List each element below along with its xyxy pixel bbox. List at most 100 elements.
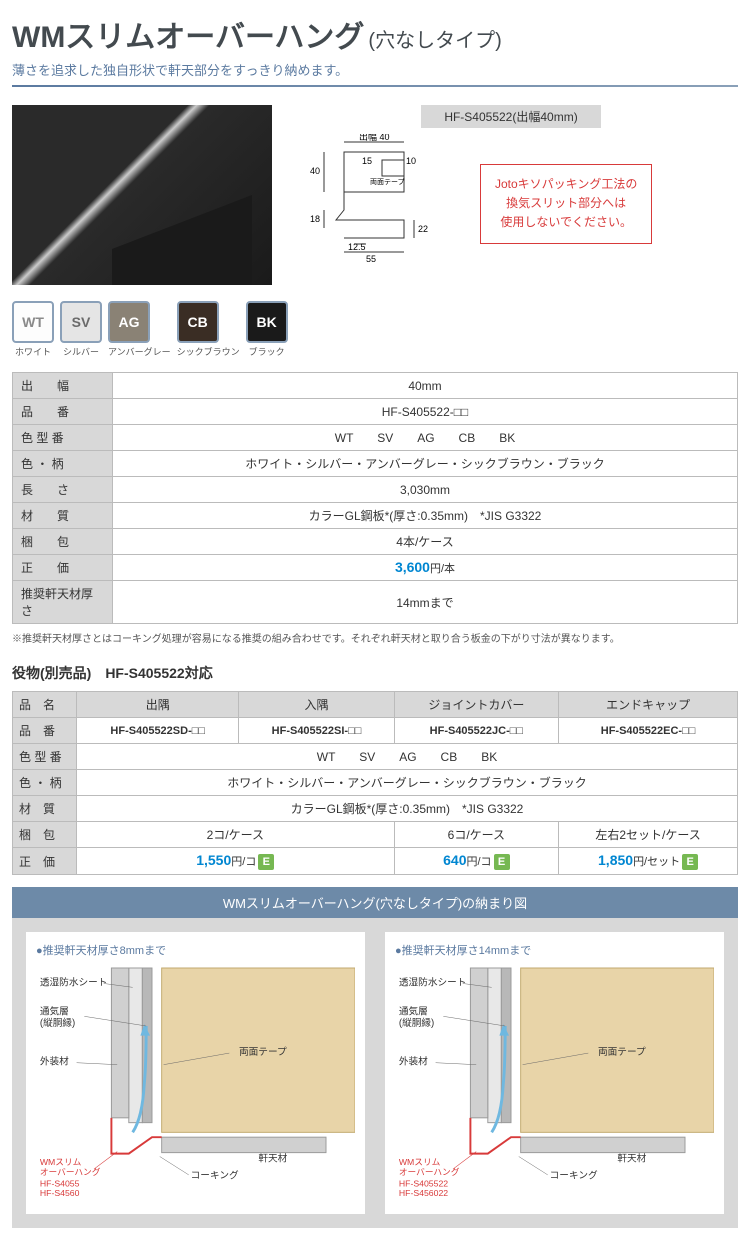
svg-text:15: 15 xyxy=(362,156,372,166)
color-swatches: WT ホワイト SV シルバー AG アンバーグレー CB シックブラウン BKブラック xyxy=(12,301,738,358)
spec-value: 40mm xyxy=(113,373,738,399)
spec-value: ホワイト・シルバー・アンバーグレー・シックブラウン・ブラック xyxy=(113,451,738,477)
acc-pack: 左右2セット/ケース xyxy=(559,822,738,848)
spec-table: 出 幅40mm品 番HF-S405522-□□色 型 番WT SV AG CB … xyxy=(12,372,738,624)
spec-value: 3,600円/本 xyxy=(113,555,738,581)
title-main: WMスリムオーバーハング xyxy=(12,12,364,56)
swatch-box: AG xyxy=(108,301,150,343)
spec-value: 4本/ケース xyxy=(113,529,738,555)
swatch-label: シルバー xyxy=(60,345,102,358)
svg-text:透湿防水シート: 透湿防水シート xyxy=(399,976,467,988)
dimension-caption: HF-S405522(出幅40mm) xyxy=(421,105,601,128)
spec-value: 3,030mm xyxy=(113,477,738,503)
svg-text:透湿防水シート: 透湿防水シート xyxy=(40,976,108,988)
spec-key: 長 さ xyxy=(13,477,113,503)
acc-price: 1,850円/セットE xyxy=(559,848,738,875)
acc-col-head: ジョイントカバー xyxy=(394,692,559,718)
acc-partno: HF-S405522EC-□□ xyxy=(559,718,738,744)
acc-partno: HF-S405522SD-□□ xyxy=(77,718,239,744)
acc-price: 640円/コE xyxy=(394,848,559,875)
page-title-row: WMスリムオーバーハング (穴なしタイプ) xyxy=(12,12,738,56)
swatch-label: アンバーグレー xyxy=(108,345,171,358)
svg-text:10: 10 xyxy=(406,156,416,166)
swatch-box: WT xyxy=(12,301,54,343)
install-diagram: 透湿防水シート 通気層 (縦胴縁) 外装材 両面テープ 軒天材 コーキング WM… xyxy=(395,964,714,1204)
swatch-label: シックブラウン xyxy=(177,345,240,358)
spec-value: HF-S405522-□□ xyxy=(113,399,738,425)
install-section: WMスリムオーバーハング(穴なしタイプ)の納まり図 ●推奨軒天材厚さ8mmまで … xyxy=(12,887,738,1228)
swatch: WT ホワイト xyxy=(12,301,54,358)
acc-key: 色 ・ 柄 xyxy=(13,770,77,796)
svg-text:軒天材: 軒天材 xyxy=(258,1152,287,1164)
install-caption: ●推奨軒天材厚さ14mmまで xyxy=(395,942,714,958)
accessories-table: 品 名出隅入隅ジョイントカバーエンドキャップ 品 番HF-S405522SD-□… xyxy=(12,691,738,875)
acc-price: 1,550円/コE xyxy=(77,848,395,875)
acc-key: 色 型 番 xyxy=(13,744,77,770)
spec-value: カラーGL鋼板*(厚さ:0.35mm) *JIS G3322 xyxy=(113,503,738,529)
accessories-heading: 役物(別売品) HF-S405522対応 xyxy=(12,663,738,683)
acc-pack: 2コ/ケース xyxy=(77,822,395,848)
spec-key: 色 ・ 柄 xyxy=(13,451,113,477)
svg-text:通気層: 通気層 xyxy=(40,1005,69,1017)
swatch-label: ブラック xyxy=(246,345,288,358)
svg-text:18: 18 xyxy=(310,214,320,224)
subtitle: 薄さを追求した独自形状で軒天部分をすっきり納めます。 xyxy=(12,60,738,79)
svg-text:両面テープ: 両面テープ xyxy=(598,1047,646,1058)
acc-partno: HF-S405522SI-□□ xyxy=(239,718,394,744)
swatch-box: CB xyxy=(177,301,219,343)
acc-col-head: 出隅 xyxy=(77,692,239,718)
svg-text:40: 40 xyxy=(310,166,320,176)
svg-text:(縦胴縁): (縦胴縁) xyxy=(40,1017,75,1029)
acc-material: カラーGL鋼板*(厚さ:0.35mm) *JIS G3322 xyxy=(77,796,738,822)
title-rule xyxy=(12,85,738,87)
svg-text:両面テープ: 両面テープ xyxy=(239,1047,287,1058)
svg-text:外装材: 外装材 xyxy=(40,1056,69,1068)
spec-key: 色 型 番 xyxy=(13,425,113,451)
swatch-box: SV xyxy=(60,301,102,343)
svg-text:HF-S456022: HF-S456022 xyxy=(399,1188,448,1198)
warning-box: Jotoキソパッキング工法の 換気スリット部分へは 使用しないでください。 xyxy=(480,164,652,244)
acc-pack: 6コ/ケース xyxy=(394,822,559,848)
dimension-box: HF-S405522(出幅40mm) xyxy=(284,105,738,285)
svg-text:外装材: 外装材 xyxy=(399,1056,428,1068)
svg-text:軒天材: 軒天材 xyxy=(617,1152,646,1164)
dimension-drawing: 出幅 40 40 18 15 10 22 12.5 55 両面テープ xyxy=(284,134,464,274)
install-col-2: ●推奨軒天材厚さ14mmまで 透湿防水シート 通気層 (縦胴縁) 外装材 両面テ… xyxy=(385,932,724,1214)
svg-text:オーバーハング: オーバーハング xyxy=(40,1166,101,1177)
svg-text:55: 55 xyxy=(366,254,376,264)
svg-text:12.5: 12.5 xyxy=(348,242,366,252)
svg-text:通気層: 通気層 xyxy=(399,1005,428,1017)
svg-text:コーキング: コーキング xyxy=(550,1170,598,1182)
warning-line: 換気スリット部分へは xyxy=(495,194,637,213)
acc-colorcode: WT SV AG CB BK xyxy=(77,744,738,770)
acc-key: 品 番 xyxy=(13,718,77,744)
svg-text:出幅 40: 出幅 40 xyxy=(359,134,390,142)
spec-key: 推奨軒天材厚さ xyxy=(13,581,113,624)
install-title: WMスリムオーバーハング(穴なしタイプ)の納まり図 xyxy=(12,887,738,918)
svg-text:(縦胴縁): (縦胴縁) xyxy=(399,1017,434,1029)
spec-value: WT SV AG CB BK xyxy=(113,425,738,451)
swatch: BKブラック xyxy=(246,301,288,358)
svg-text:WMスリム: WMスリム xyxy=(399,1157,441,1167)
acc-col-head: 入隅 xyxy=(239,692,394,718)
svg-text:22: 22 xyxy=(418,224,428,234)
acc-partno: HF-S405522JC-□□ xyxy=(394,718,559,744)
acc-col-head: エンドキャップ xyxy=(559,692,738,718)
swatch: SV シルバー xyxy=(60,301,102,358)
svg-text:コーキング: コーキング xyxy=(191,1170,239,1182)
spec-key: 品 番 xyxy=(13,399,113,425)
swatch: AG アンバーグレー xyxy=(108,301,171,358)
spec-footnote: ※推奨軒天材厚さとはコーキング処理が容易になる推奨の組み合わせです。それぞれ軒天… xyxy=(12,630,738,645)
acc-key: 品 名 xyxy=(13,692,77,718)
install-col-1: ●推奨軒天材厚さ8mmまで 透湿防水シート 通気層 (縦胴縁) 外装材 両面テー… xyxy=(26,932,365,1214)
svg-text:オーバーハング: オーバーハング xyxy=(399,1166,460,1177)
acc-colors: ホワイト・シルバー・アンバーグレー・シックブラウン・ブラック xyxy=(77,770,738,796)
svg-text:HF-S4055: HF-S4055 xyxy=(40,1178,80,1188)
title-sub: (穴なしタイプ) xyxy=(368,24,501,53)
swatch-label: ホワイト xyxy=(12,345,54,358)
spec-value: 14mmまで xyxy=(113,581,738,624)
install-diagram: 透湿防水シート 通気層 (縦胴縁) 外装材 両面テープ 軒天材 コーキング WM… xyxy=(36,964,355,1204)
spec-key: 出 幅 xyxy=(13,373,113,399)
warning-line: 使用しないでください。 xyxy=(495,213,637,232)
svg-text:HF-S4560: HF-S4560 xyxy=(40,1188,80,1198)
